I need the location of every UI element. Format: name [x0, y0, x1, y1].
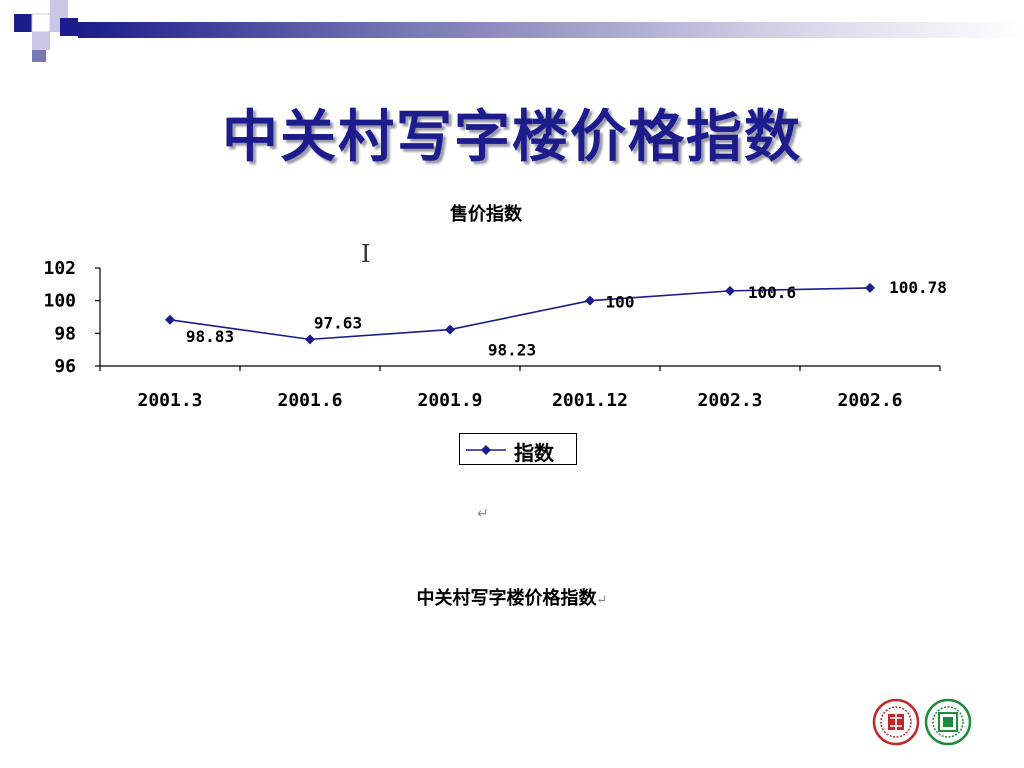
data-label: 97.63 — [314, 313, 362, 332]
y-tick-label: 96 — [54, 356, 76, 377]
data-point — [165, 314, 175, 325]
x-tick-label: 2001.12 — [552, 390, 628, 411]
university-seal-red-icon — [872, 698, 920, 746]
x-tick-label: 2001.6 — [277, 390, 342, 411]
data-point — [865, 282, 875, 293]
data-point — [585, 295, 595, 306]
slide-caption: 中关村写字楼价格指数↵ — [0, 584, 1024, 610]
university-logos — [872, 698, 972, 746]
university-seal-green-icon — [924, 698, 972, 746]
legend-label: 指数 — [514, 441, 554, 465]
data-point — [445, 324, 455, 335]
caption-text: 中关村写字楼价格指数 — [416, 588, 597, 609]
text-cursor-icon: Ⅰ — [361, 240, 371, 268]
data-label: 98.23 — [488, 341, 536, 360]
y-tick-label: 98 — [54, 323, 76, 344]
data-label: 100 — [606, 293, 635, 312]
slide-banner — [14, 0, 1024, 62]
data-point — [305, 334, 315, 345]
data-label: 100.6 — [748, 283, 796, 302]
slide-title: 中关村写字楼价格指数 — [222, 105, 802, 170]
legend-line-marker-icon — [466, 445, 506, 455]
data-label: 100.78 — [889, 278, 947, 297]
series-line-指数 — [169, 287, 871, 341]
caption-paragraph-mark: ↵ — [596, 593, 608, 608]
chart-title: 售价指数 — [450, 203, 523, 225]
y-tick-label: 102 — [43, 258, 76, 279]
paragraph-mark: ↵ — [477, 506, 489, 522]
data-label: 98.83 — [186, 327, 234, 346]
data-point — [725, 285, 735, 296]
x-tick-label: 2002.6 — [837, 390, 902, 411]
x-tick-label: 2002.3 — [697, 390, 762, 411]
chart-legend: 指数 — [459, 433, 577, 465]
line-chart: 售价指数 96 98 100 102 2001.3 2001.6 2001.9 2001.12 2… — [43, 203, 947, 411]
y-tick-label: 100 — [43, 291, 76, 312]
x-tick-label: 2001.3 — [137, 390, 202, 411]
x-tick-label: 2001.9 — [417, 390, 482, 411]
